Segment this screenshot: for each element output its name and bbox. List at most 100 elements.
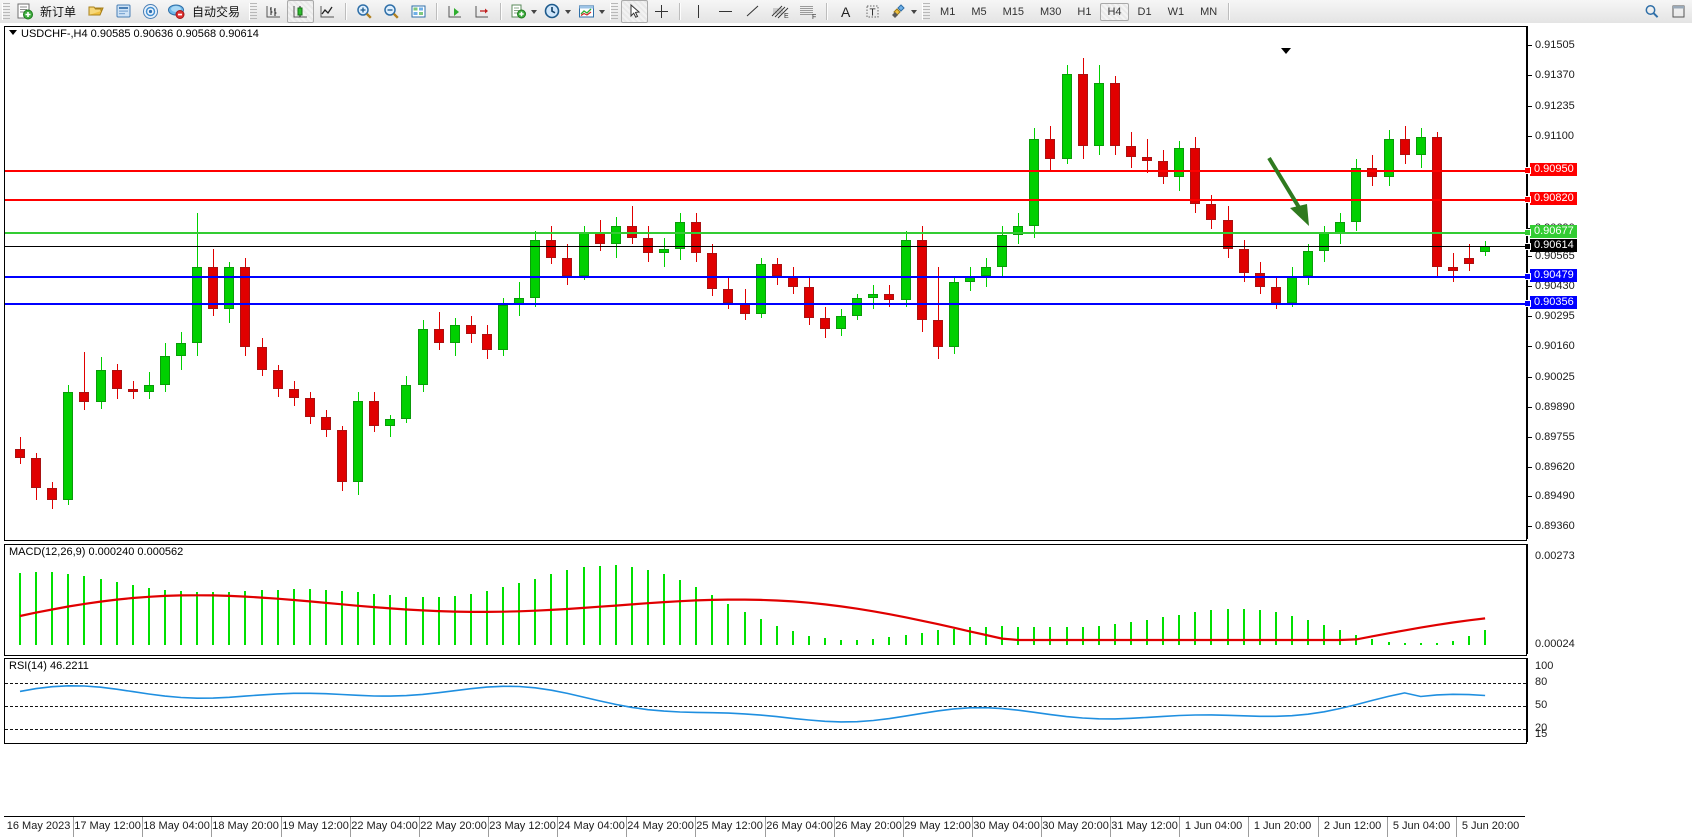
macd-panel[interactable]: MACD(12,26,9) 0.000240 0.000562 xyxy=(4,544,1527,656)
label-icon: T xyxy=(866,5,879,19)
toolbar-grip-3[interactable] xyxy=(610,3,619,20)
price-tag-support-blue-2[interactable]: 0.90356 xyxy=(1524,296,1577,309)
timeframe-mn[interactable]: MN xyxy=(1200,5,1218,18)
current-price-line[interactable] xyxy=(5,245,1526,247)
chart-shift-button[interactable] xyxy=(469,0,496,23)
fullscreen-button[interactable] xyxy=(1665,0,1692,23)
candle-body xyxy=(1303,251,1313,276)
rsi-tick-label: 80 xyxy=(1535,675,1548,688)
candle-body xyxy=(257,347,267,370)
timeframe-m15[interactable]: M15 xyxy=(1002,5,1024,18)
macd-histogram-bar xyxy=(373,593,375,645)
search-button[interactable] xyxy=(1638,0,1665,23)
resistance-line-1[interactable] xyxy=(5,170,1526,173)
price-tag-current-price[interactable]: 0.90614 xyxy=(1524,239,1577,252)
templates-button[interactable] xyxy=(574,0,608,23)
bar-chart-button[interactable] xyxy=(260,0,287,23)
line-chart-button[interactable] xyxy=(314,0,341,23)
navigator-button[interactable] xyxy=(137,0,164,23)
trendline-button[interactable] xyxy=(739,0,766,23)
candle-body xyxy=(31,458,41,489)
candle-body xyxy=(1013,226,1023,236)
equidistant-channel-button[interactable]: E xyxy=(766,0,794,23)
macd-histogram-bar xyxy=(228,591,230,645)
period-caret-icon[interactable] xyxy=(565,9,572,14)
price-tag-value: 0.90677 xyxy=(1534,225,1574,237)
timeframe-w1[interactable]: W1 xyxy=(1167,5,1185,18)
date-axis[interactable]: 16 May 2023 17 May 12:00 18 May 04:00 18 Ma… xyxy=(4,816,1525,837)
candle-body xyxy=(434,329,444,343)
macd-histogram-bar xyxy=(470,594,472,645)
toolbar-grip[interactable] xyxy=(2,3,10,20)
fibonacci-button[interactable]: F xyxy=(794,0,822,23)
cursor-button[interactable] xyxy=(621,0,649,23)
price-tag-support-green[interactable]: 0.90677 xyxy=(1524,225,1577,238)
autotrade-button[interactable]: 自动交易 xyxy=(164,0,247,23)
objects-button[interactable] xyxy=(886,0,920,23)
price-axis[interactable]: 0.91505 0.91370 0.91235 0.91100 0.90950 0.908… xyxy=(1524,26,1692,539)
autotrade-label: 自动交易 xyxy=(192,5,241,19)
price-tag-resistance-2[interactable]: 0.90820 xyxy=(1524,192,1577,205)
macd-histogram-bar xyxy=(518,583,520,645)
candle-body xyxy=(981,266,991,276)
candle-body xyxy=(1239,248,1249,274)
support-line-blue-2[interactable] xyxy=(5,303,1526,306)
zoom-in-button[interactable] xyxy=(351,0,378,23)
timeframe-m5[interactable]: M5 xyxy=(971,5,987,18)
label-button[interactable]: T xyxy=(859,0,886,23)
chart-window[interactable]: USDCHF-,H4 0.90585 0.90636 0.90568 0.906… xyxy=(0,23,1692,839)
macd-histogram-bar xyxy=(1259,610,1261,645)
timeframe-m1[interactable]: M1 xyxy=(940,5,956,18)
timeframe-h1[interactable]: H1 xyxy=(1077,5,1092,18)
text-button[interactable]: A xyxy=(832,0,859,23)
support-line-green[interactable] xyxy=(5,231,1526,234)
chart-collapse-icon[interactable] xyxy=(9,30,17,35)
folder-button[interactable] xyxy=(83,0,110,23)
candle-wick xyxy=(84,351,85,411)
new-order-button[interactable]: 新订单 xyxy=(13,0,83,23)
hline-button[interactable] xyxy=(712,0,739,23)
price-tick-label: 0.91100 xyxy=(1535,130,1574,142)
timeframe-d1[interactable]: D1 xyxy=(1137,5,1152,18)
support-line-blue-1[interactable] xyxy=(5,275,1526,278)
price-chart-panel[interactable]: USDCHF-,H4 0.90585 0.90636 0.90568 0.906… xyxy=(4,26,1527,541)
rsi-tick-label: 100 xyxy=(1535,660,1554,672)
macd-histogram-bar xyxy=(1001,626,1003,645)
price-tag-support-blue-1[interactable]: 0.90479 xyxy=(1524,269,1577,282)
zoom-out-button[interactable] xyxy=(378,0,405,23)
new-order-label: 新订单 xyxy=(40,5,77,19)
macd-histogram-bar xyxy=(486,591,488,645)
toolbar-grip-2[interactable] xyxy=(249,3,258,20)
date-axis-separator xyxy=(488,817,489,837)
indicators-caret-icon[interactable] xyxy=(531,9,538,14)
candle-chart-button[interactable] xyxy=(287,0,315,23)
toolbar-grip-4[interactable] xyxy=(922,3,931,20)
macd-histogram-bar xyxy=(1130,622,1132,645)
vline-button[interactable] xyxy=(685,0,712,23)
resistance-line-2[interactable] xyxy=(5,199,1526,202)
timeframe-h4[interactable]: H4 xyxy=(1100,2,1129,21)
candle-body xyxy=(884,293,894,301)
indicators-button[interactable] xyxy=(506,0,540,23)
rsi-panel[interactable]: RSI(14) 46.2211 xyxy=(4,658,1527,744)
terminal-button[interactable] xyxy=(110,0,137,23)
macd-histogram-bar xyxy=(196,592,198,645)
candle-body xyxy=(1029,139,1039,227)
candle-body xyxy=(917,239,927,321)
price-tick-mark xyxy=(1527,467,1532,468)
templates-caret-icon[interactable] xyxy=(599,9,606,14)
date-axis-separator xyxy=(142,817,143,837)
objects-caret-icon[interactable] xyxy=(911,9,918,14)
annotation-arrow-icon xyxy=(1267,156,1309,226)
crosshair-button[interactable] xyxy=(648,0,675,23)
grid-button[interactable] xyxy=(405,0,432,23)
price-tick-label: 0.90025 xyxy=(1535,371,1575,383)
period-button[interactable] xyxy=(540,0,574,23)
candle-body xyxy=(1464,257,1474,265)
timeframe-m30[interactable]: M30 xyxy=(1040,5,1062,18)
date-axis-separator xyxy=(557,817,558,837)
autoscroll-button[interactable] xyxy=(442,0,469,23)
macd-histogram-bar xyxy=(840,639,842,645)
macd-label: MACD(12,26,9) 0.000240 0.000562 xyxy=(8,546,185,558)
price-tag-resistance-1[interactable]: 0.90950 xyxy=(1524,163,1577,176)
